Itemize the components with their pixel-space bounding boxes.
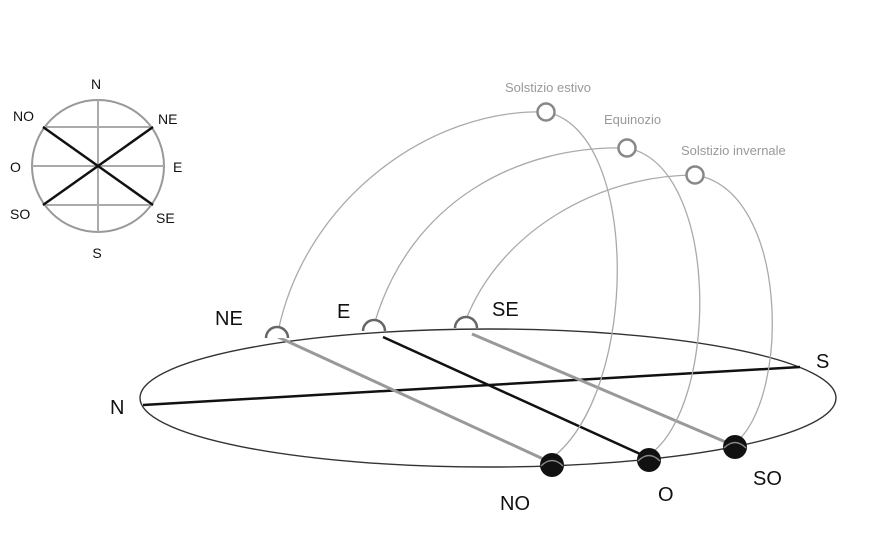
compass-diagonal-ne-so: [42, 125, 154, 207]
compass-label-so: SO: [10, 206, 30, 222]
sunrise-e-sun-icon: [361, 318, 387, 332]
equinox-rise-set-line: [382, 335, 650, 460]
winter-rise-set-line: [471, 332, 736, 448]
horizon-ellipse: [139, 328, 837, 468]
sunrise-se-sun-icon: [453, 315, 479, 329]
summer-solstice-arc: [277, 111, 618, 459]
equinox-label: Equinozio: [604, 112, 661, 127]
summer-solstice-label: Solstizio estivo: [505, 80, 591, 95]
compass-label-ne: NE: [158, 111, 177, 127]
sunrise-label-e: E: [337, 301, 350, 323]
horizon: [139, 328, 837, 468]
compass-label-n: N: [91, 76, 101, 92]
winter-noon-sun-icon: [685, 165, 705, 185]
sunset-label-so: SO: [753, 468, 782, 490]
horizon-label-south: S: [816, 351, 829, 373]
sunrise-label-se: SE: [492, 299, 519, 321]
compass-label-e: E: [173, 159, 182, 175]
equinox-noon-sun-icon: [617, 138, 637, 158]
summer-rise-set-line: [277, 335, 553, 465]
sunset-so-sun-icon: [723, 435, 747, 459]
sunset-label-o: O: [658, 484, 674, 506]
winter-solstice-label: Solstizio invernale: [681, 143, 786, 158]
sun-arcs: [264, 102, 773, 477]
compass-label-se: SE: [156, 210, 175, 226]
sunrise-label-ne: NE: [215, 308, 243, 330]
compass-label-no: NO: [13, 108, 34, 124]
compass-label-o: O: [10, 159, 21, 175]
north-south-axis: [142, 365, 801, 407]
summer-noon-sun-icon: [536, 102, 556, 122]
compass-rose: N NE E SE S SO O NO: [10, 76, 182, 261]
horizon-label-north: N: [110, 397, 124, 419]
compass-label-s: S: [92, 245, 101, 261]
sunset-label-no: NO: [500, 493, 530, 515]
sunrise-ne-sun-icon: [264, 325, 290, 339]
sunset-o-sun-icon: [637, 448, 661, 472]
sunset-no-sun-icon: [540, 453, 564, 477]
